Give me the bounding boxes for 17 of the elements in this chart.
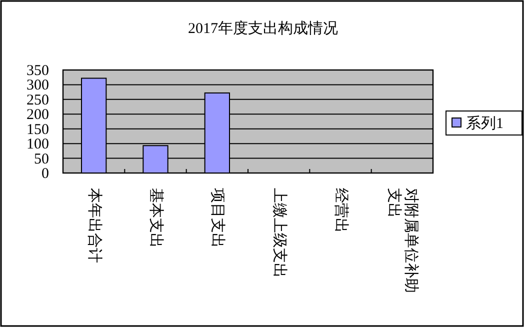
y-tick-label: 300 [26, 78, 49, 94]
legend: 系列1 [446, 110, 522, 136]
y-tick-label: 50 [34, 151, 49, 168]
x-tick-label: 经营出 [332, 188, 350, 233]
y-tick-label: 350 [26, 63, 49, 79]
y-tick-label: 150 [26, 122, 49, 138]
title: 2017年度支出构成情况 [188, 21, 338, 37]
legend-label: 系列1 [466, 115, 504, 132]
x-tick-label: 本年出合计 [86, 188, 103, 263]
x-tick-label: 上缴上级支出 [270, 188, 288, 278]
x-tick-label: 对附属单位补助支出 [386, 188, 420, 293]
x-tick-label: 基本支出 [148, 188, 164, 248]
y-tick-label: 250 [26, 92, 49, 108]
x-tick-label: 项目支出 [209, 188, 226, 248]
y-tick-label: 0 [42, 166, 49, 182]
y-tick-label: 200 [26, 107, 49, 124]
y-tick-label: 100 [26, 136, 49, 153]
